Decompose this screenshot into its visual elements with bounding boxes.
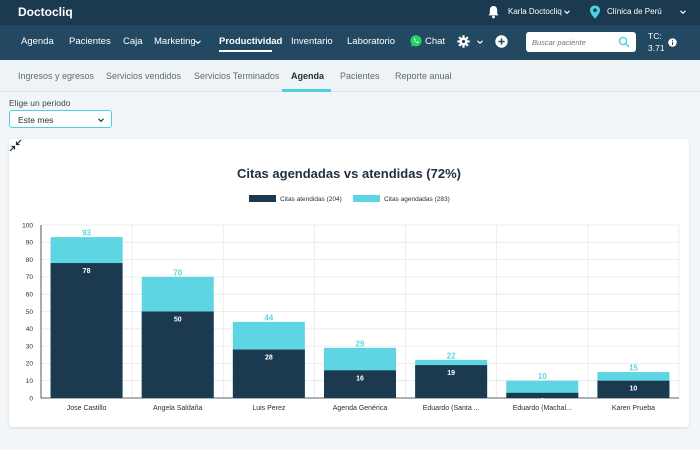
collapse-icon[interactable] <box>9 139 22 152</box>
x-tick-label: Eduardo (Santa ... <box>423 405 480 412</box>
period-label: Elige un periodo <box>9 98 71 108</box>
info-icon[interactable] <box>668 38 677 47</box>
chart-title: Citas agendadas vs atendidas (72%) <box>237 166 461 181</box>
y-tick-label: 90 <box>26 240 34 247</box>
tab-reporte-anual[interactable]: Reporte anual <box>395 71 452 81</box>
x-tick-label: Eduardo (Machal... <box>513 405 572 412</box>
y-tick-label: 30 <box>26 343 34 350</box>
x-tick-label: Angela Saldaña <box>153 405 203 412</box>
clinic-selector[interactable]: Clínica de Perú <box>607 7 662 16</box>
appointments-bar-chart: Citas agendadas vs atendidas (72%) Citas … <box>22 166 680 412</box>
active-nav-indicator <box>219 50 272 52</box>
y-tick-label: 50 <box>26 309 34 316</box>
search-icon[interactable] <box>618 36 630 48</box>
whatsapp-icon[interactable] <box>409 34 423 48</box>
data-label-attended: 10 <box>630 386 638 393</box>
bar-attended <box>415 365 488 398</box>
nav-marketing[interactable]: Marketing <box>154 36 196 47</box>
exchange-rate-value: 3.71 <box>648 43 665 53</box>
data-label-attended: 28 <box>265 355 273 362</box>
tab-servicios-terminados[interactable]: Servicios Terminados <box>194 71 280 81</box>
data-label-attended: 78 <box>83 268 91 275</box>
search-input[interactable] <box>532 35 612 49</box>
chevron-down-icon[interactable] <box>476 38 484 46</box>
exchange-rate-label: TC: <box>648 31 662 41</box>
data-label-attended: 3 <box>540 398 544 405</box>
y-tick-label: 60 <box>26 292 34 299</box>
tab-servicios-vendidos[interactable]: Servicios vendidos <box>106 71 182 81</box>
period-select[interactable]: Este mes <box>9 110 112 128</box>
x-tick-label: Agenda Genérica <box>333 405 388 412</box>
data-label-attended: 19 <box>447 370 455 377</box>
data-label-scheduled: 70 <box>173 268 182 277</box>
chevron-down-icon[interactable] <box>97 116 105 124</box>
bar-attended <box>232 349 305 398</box>
y-tick-label: 20 <box>26 361 34 368</box>
main-nav: Agenda Pacientes Caja Marketing Producti… <box>0 25 700 60</box>
nav-productividad[interactable]: Productividad <box>219 36 283 47</box>
y-tick-label: 70 <box>26 274 34 281</box>
x-tick-label: Luis Perez <box>252 405 286 412</box>
data-label-scheduled: 93 <box>82 229 91 238</box>
bar-attended <box>597 380 670 398</box>
data-label-scheduled: 44 <box>264 313 273 322</box>
nav-inventario[interactable]: Inventario <box>291 36 333 47</box>
chevron-down-icon[interactable] <box>679 8 687 16</box>
y-tick-label: 0 <box>29 395 33 402</box>
active-tab-indicator <box>282 89 331 92</box>
chart-card: Citas agendadas vs atendidas (72%) Citas … <box>9 139 689 427</box>
y-tick-label: 100 <box>22 222 33 229</box>
plus-circle-icon[interactable] <box>495 35 508 48</box>
y-tick-label: 80 <box>26 257 34 264</box>
bar-attended <box>323 370 397 398</box>
nav-laboratorio[interactable]: Laboratorio <box>347 36 396 47</box>
top-bar: Doctocliq Karla Doctocliq Clínica de Per… <box>0 0 700 25</box>
bar-attended <box>141 311 214 398</box>
bell-icon[interactable] <box>487 5 500 19</box>
gear-icon[interactable] <box>457 35 470 48</box>
data-label-attended: 50 <box>174 317 182 324</box>
y-tick-label: 10 <box>26 378 34 385</box>
nav-caja[interactable]: Caja <box>123 36 143 47</box>
data-label-attended: 16 <box>356 375 364 382</box>
x-tick-label: Jose Castillo <box>67 405 107 412</box>
tab-ingresos-egresos[interactable]: Ingresos y egresos <box>18 71 95 81</box>
tab-pacientes[interactable]: Pacientes <box>340 71 380 81</box>
period-select-value: Este mes <box>18 115 54 125</box>
legend-label-0: Citas atendidas (204) <box>280 196 342 203</box>
report-tabs: Ingresos y egresos Servicios vendidos Se… <box>0 60 700 92</box>
legend-swatch-1 <box>353 195 380 202</box>
legend-swatch-0 <box>249 195 276 202</box>
nav-pacientes[interactable]: Pacientes <box>69 36 111 47</box>
data-label-scheduled: 22 <box>447 351 456 360</box>
data-label-scheduled: 15 <box>629 364 638 373</box>
nav-agenda[interactable]: Agenda <box>21 36 54 47</box>
nav-chat[interactable]: Chat <box>425 36 446 47</box>
bar-attended <box>50 263 123 398</box>
search-box <box>526 32 636 52</box>
tab-agenda[interactable]: Agenda <box>291 71 325 81</box>
chevron-down-icon[interactable] <box>563 8 571 16</box>
map-pin-icon <box>590 5 600 19</box>
legend-label-1: Citas agendadas (283) <box>384 196 450 203</box>
bar-attended <box>506 392 579 398</box>
data-label-scheduled: 29 <box>356 339 365 348</box>
y-tick-label: 40 <box>26 326 34 333</box>
exchange-rate: TC: 3.71 <box>648 30 665 54</box>
data-label-scheduled: 10 <box>538 372 547 381</box>
x-tick-label: Karen Prueba <box>612 405 655 412</box>
chevron-down-icon[interactable] <box>194 38 202 46</box>
user-name[interactable]: Karla Doctocliq <box>508 7 562 16</box>
brand-logo[interactable]: Doctocliq <box>18 5 73 19</box>
